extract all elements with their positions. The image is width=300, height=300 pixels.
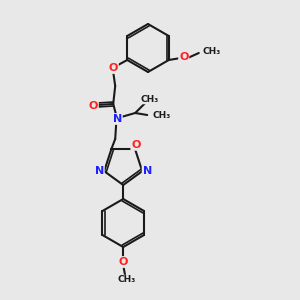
- Text: CH₃: CH₃: [117, 275, 135, 284]
- Text: O: O: [131, 140, 141, 150]
- Text: O: O: [118, 257, 128, 267]
- Text: N: N: [94, 166, 104, 176]
- Text: CH₃: CH₃: [203, 46, 221, 56]
- Text: CH₃: CH₃: [152, 110, 170, 119]
- Text: N: N: [142, 166, 152, 176]
- Text: N: N: [112, 114, 122, 124]
- Text: O: O: [88, 101, 98, 111]
- Text: CH₃: CH₃: [140, 94, 158, 103]
- Text: O: O: [109, 63, 118, 73]
- Text: O: O: [179, 52, 188, 62]
